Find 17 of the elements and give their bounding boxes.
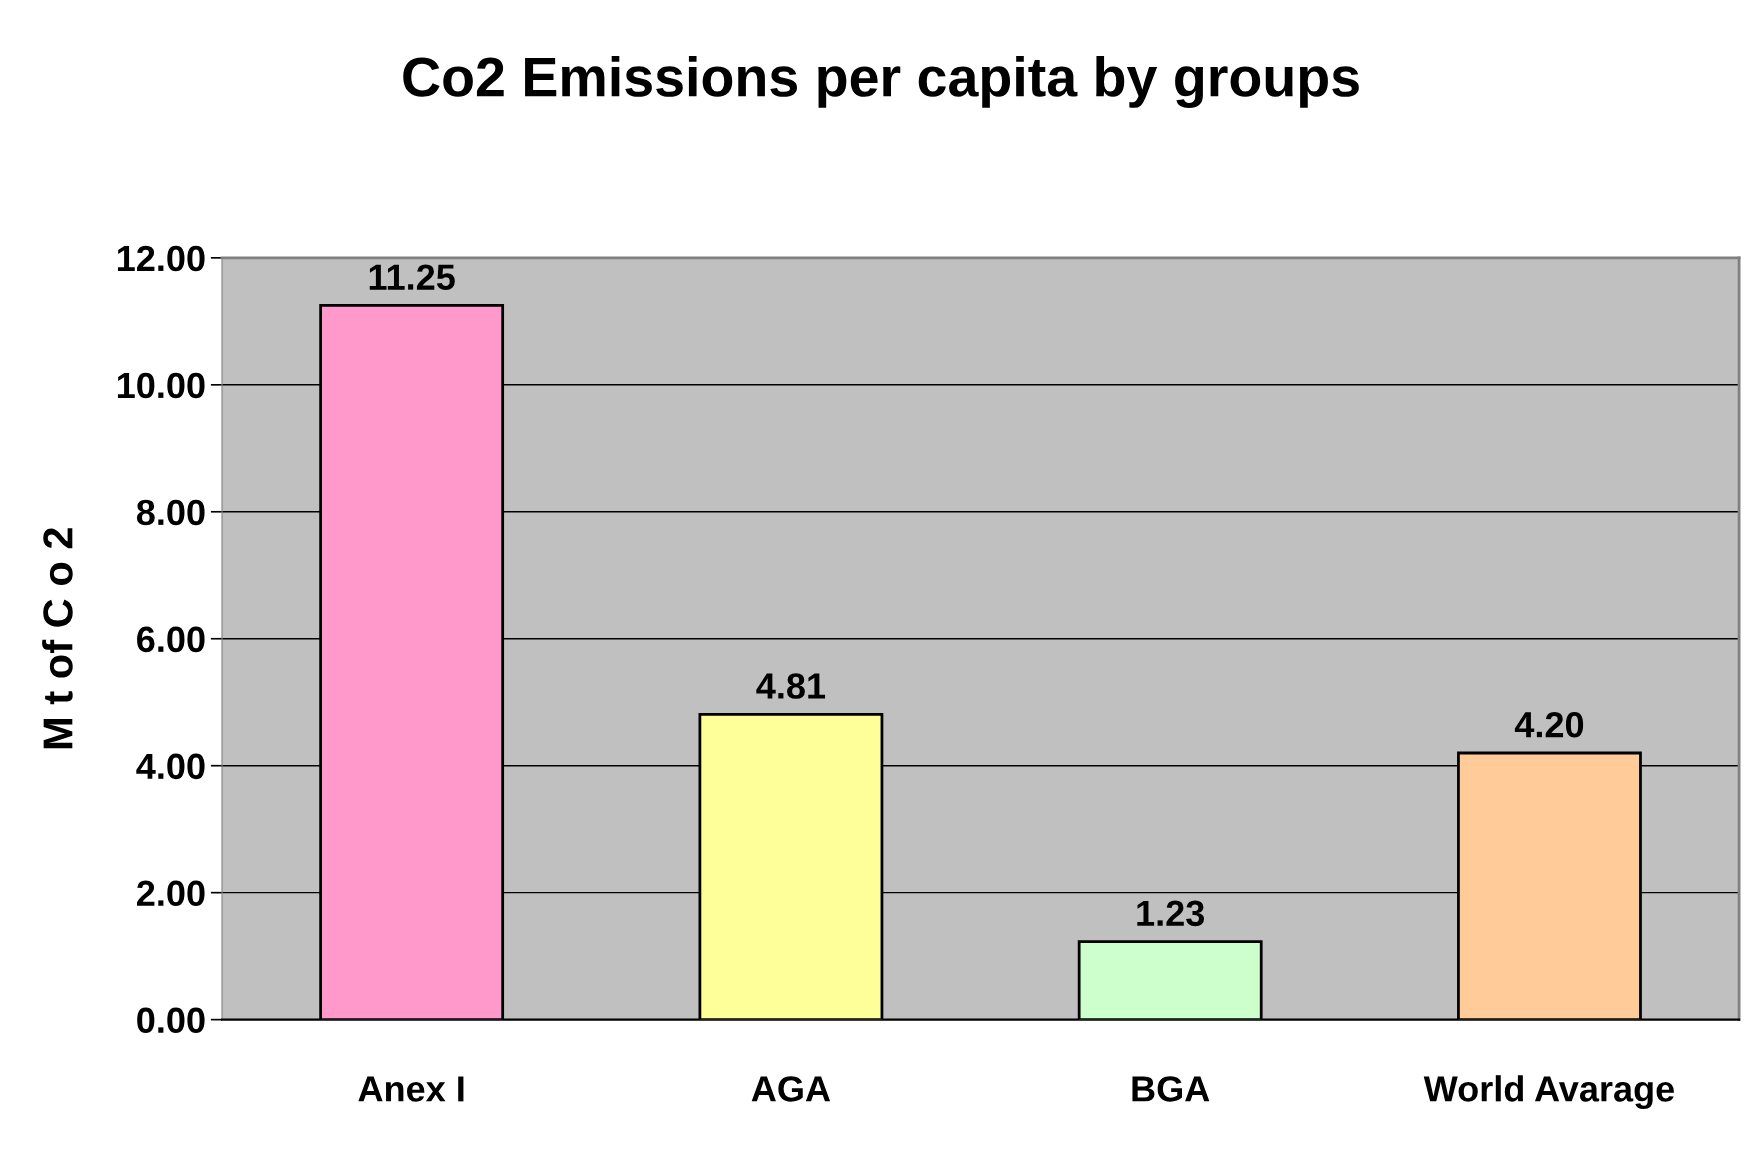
x-tick-label: BGA (1132, 1076, 1210, 1102)
y-tick-label: 10.00 (117, 372, 205, 399)
data-label: 4.81 (756, 673, 826, 699)
y-tick-label: 4.00 (136, 753, 205, 780)
data-label: 1.23 (1137, 900, 1205, 927)
x-tick-label: Anex I (358, 1076, 464, 1102)
y-tick-label: 6.00 (137, 626, 205, 653)
y-axis-title: M t of C o 2 (42, 528, 73, 749)
y-tick-label: 0.00 (137, 1007, 205, 1034)
x-tick-label: AGA (751, 1076, 831, 1102)
y-tick-label: 12.00 (117, 245, 205, 272)
data-label: 11.25 (369, 264, 455, 290)
y-tick-label: 8.00 (136, 499, 205, 526)
x-tick-label: World Avarage (1423, 1075, 1674, 1110)
data-label: 4.20 (1514, 711, 1584, 738)
y-tick-label: 2.00 (137, 880, 205, 907)
chart-title: Co2 Emissions per capita by groups (403, 56, 1359, 109)
